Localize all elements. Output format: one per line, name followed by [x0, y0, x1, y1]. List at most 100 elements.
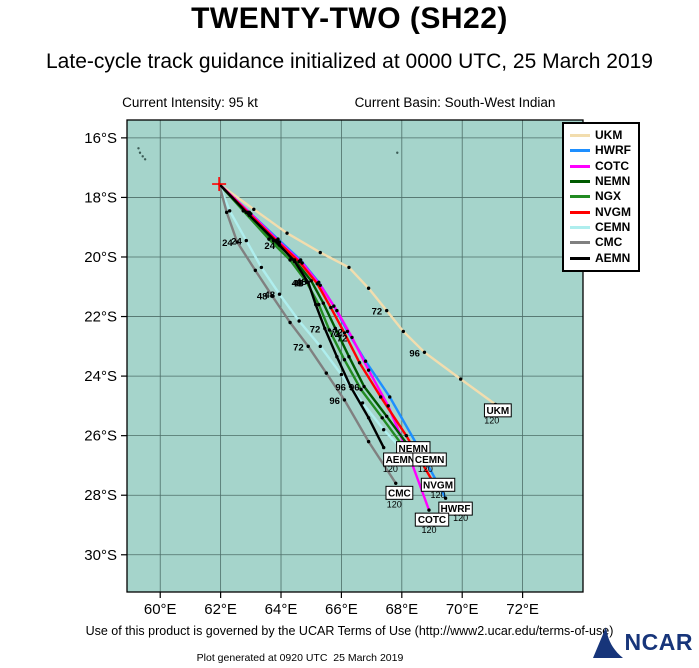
forecast-point-aemn — [348, 384, 353, 389]
forecast-point-cemn — [259, 265, 264, 270]
forecast-point-ngx — [241, 209, 245, 213]
forecast-point-ngx — [317, 302, 321, 307]
legend-item-cotc: COTC — [570, 159, 631, 174]
forecast-point-nemn — [309, 279, 313, 283]
ncar-emblem-icon — [592, 627, 623, 658]
y-tick-label: 30°S — [84, 547, 117, 564]
end-box-label-cemn: CEMN — [415, 455, 444, 466]
end-box-label-aemn: AEMN — [386, 455, 415, 466]
end-box-nvgm — [420, 477, 456, 492]
legend-swatch-cemn — [570, 225, 590, 229]
end-box-label-hwrf: HWRF — [441, 504, 471, 515]
island-mark — [141, 155, 144, 158]
island-mark — [396, 151, 399, 154]
hour-120-label-nvgm: 120 — [431, 490, 446, 500]
legend-item-cemn: CEMN — [570, 220, 631, 235]
generated-timestamp: Plot generated at 0920 UTC 25 March 2019 — [196, 652, 404, 664]
forecast-point-nvgm — [404, 433, 409, 438]
x-tick-label: 64°E — [265, 601, 298, 618]
forecast-point-aemn — [292, 259, 297, 264]
ncar-logo: NCAR — [591, 624, 693, 660]
legend-item-hwrf: HWRF — [570, 143, 631, 158]
forecast-point-cemn — [297, 319, 301, 323]
end-box-cmc — [385, 485, 414, 500]
legend-swatch-ukm — [570, 134, 590, 138]
island-mark — [137, 147, 140, 150]
end-box-cemn — [412, 452, 447, 467]
legend-item-cmc: CMC — [570, 235, 631, 250]
end-box-label-nemn: NEMN — [399, 444, 428, 455]
forecast-point-ngx — [342, 358, 347, 362]
x-tick-label: 72°E — [506, 601, 539, 618]
forecast-point-nvgm — [315, 282, 319, 286]
forecast-point-cmc — [253, 268, 258, 273]
forecast-point-nvgm — [329, 305, 333, 310]
legend-label-cmc: CMC — [595, 235, 623, 250]
legend-swatch-aemn — [570, 256, 590, 260]
current-basin-label: Current Basin: South-West Indian — [354, 95, 556, 110]
forecast-point-cemn — [227, 209, 232, 213]
hour-120-label-ukm: 120 — [484, 416, 499, 426]
hour-120-label-cemn: 120 — [418, 464, 433, 474]
forecast-point-cotc — [300, 261, 304, 265]
forecast-point-ngx — [359, 387, 363, 392]
legend-swatch-cotc — [570, 164, 590, 168]
forecast-point-aemn — [314, 302, 318, 307]
legend-label-nvgm: NVGM — [595, 204, 631, 219]
legend-item-nemn: NEMN — [570, 174, 631, 189]
hour-label-aemn: 96 — [335, 383, 346, 394]
forecast-point-aemn — [323, 326, 327, 331]
hour-label-ukm: 72 — [372, 307, 383, 318]
forecast-point-aemn — [306, 280, 310, 284]
forecast-point-aemn — [366, 416, 371, 420]
island-mark — [143, 158, 147, 161]
hour-120-label-aemn: 120 — [383, 464, 398, 474]
forecast-point-nvgm — [246, 210, 250, 215]
forecast-point-hwrf — [363, 359, 368, 363]
hour-label-cmc: 72 — [293, 342, 304, 353]
forecast-point-ukm — [318, 250, 322, 255]
forecast-point-ukm — [458, 377, 463, 381]
forecast-point-cotc — [335, 308, 339, 313]
forecast-point-cotc — [350, 335, 354, 340]
hour-label-aemn: 24 — [264, 241, 275, 252]
forecast-point-nemn — [362, 384, 366, 389]
legend-swatch-nemn — [570, 180, 590, 184]
legend-item-aemn: AEMN — [570, 250, 631, 265]
legend-label-aemn: AEMN — [595, 250, 631, 265]
hour-label-hwrf: 72 — [332, 327, 343, 338]
hour-label-aemn: 72 — [310, 324, 321, 335]
forecast-point-nvgm — [357, 361, 362, 365]
legend-label-ukm: UKM — [595, 128, 623, 143]
end-box-ukm — [483, 403, 512, 418]
forecast-point-ukm — [385, 308, 389, 313]
x-tick-label: 68°E — [385, 601, 418, 618]
forecast-point-ukm — [285, 231, 289, 235]
forecast-point-ngx — [288, 258, 292, 262]
legend-label-cotc: COTC — [595, 158, 629, 173]
y-tick-label: 24°S — [84, 368, 117, 385]
hour-label-nemn: 96 — [349, 383, 360, 394]
ncar-logo-text: NCAR — [624, 628, 693, 655]
x-tick-label: 62°E — [204, 601, 237, 618]
hour-label-cmc: 48 — [257, 292, 268, 303]
forecast-point-aemn — [277, 243, 282, 247]
forecast-point-nemn — [333, 326, 338, 331]
legend-label-hwrf: HWRF — [595, 143, 631, 158]
subtitle: Late-cycle track guidance initialized at… — [46, 50, 653, 73]
forecast-point-cemn — [277, 292, 282, 296]
hour-label-aemn: 48 — [293, 278, 304, 289]
forecast-point-hwrf — [332, 304, 336, 308]
y-tick-label: 16°S — [84, 130, 117, 147]
forecast-point-cmc — [394, 481, 398, 486]
forecast-point-hwrf — [388, 395, 392, 399]
legend-swatch-cmc — [570, 241, 590, 245]
hour-120-label-cotc: 120 — [421, 525, 436, 535]
legend-label-ngx: NGX — [595, 189, 622, 204]
y-tick-label: 26°S — [84, 428, 117, 445]
hour-120-label-hwrf: 120 — [453, 513, 468, 523]
terms-of-use-text: Use of this product is governed by the U… — [85, 624, 614, 638]
forecast-point-nvgm — [378, 395, 383, 399]
forecast-point-cmc — [306, 344, 310, 349]
hour-label-nemn: 48 — [296, 277, 307, 288]
